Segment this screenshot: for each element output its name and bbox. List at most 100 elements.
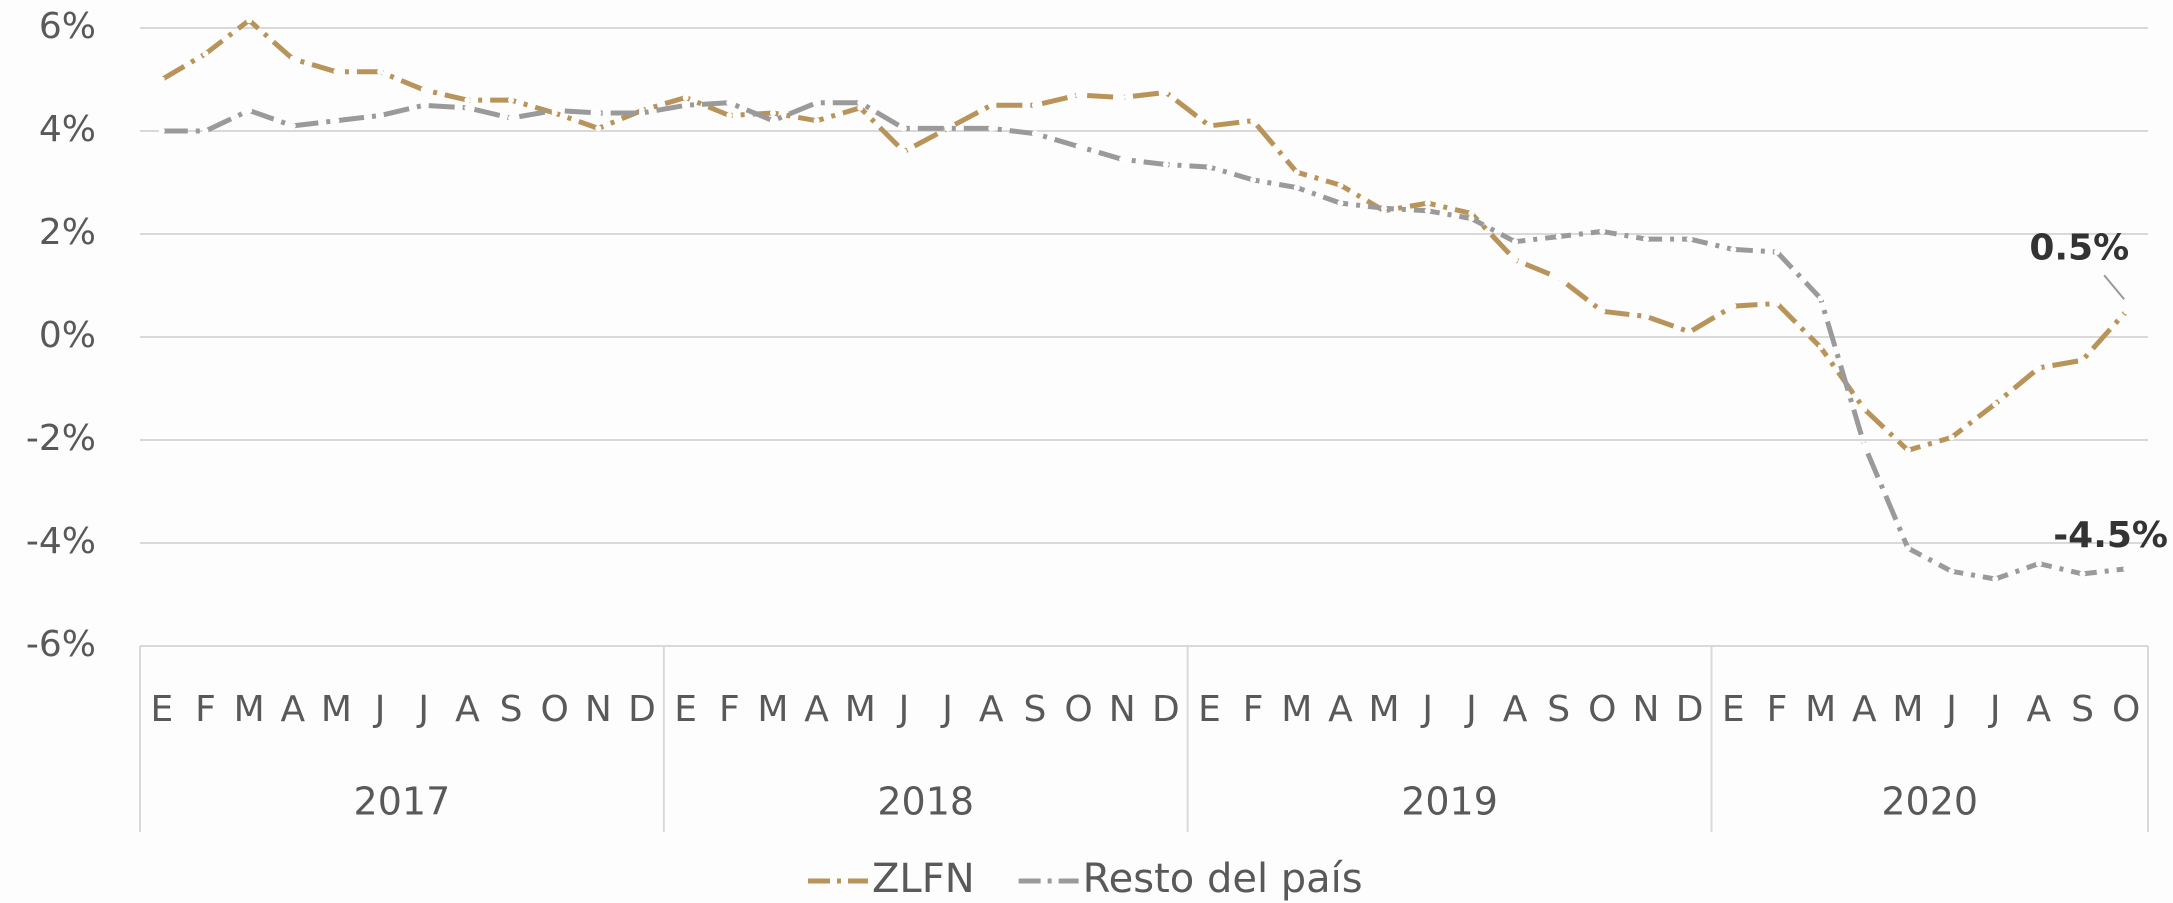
x-tick-label: D: [628, 689, 656, 730]
series-point: [1643, 313, 1649, 320]
x-tick-label: A: [1503, 689, 1528, 730]
x-tick-label: M: [321, 689, 352, 730]
series-point: [508, 97, 515, 104]
series-point: [857, 99, 864, 106]
series-point: [2035, 560, 2042, 567]
series-point: [289, 55, 296, 62]
x-tick-label: E: [674, 689, 697, 730]
series-point: [988, 125, 995, 132]
x-tick-label: E: [150, 689, 173, 730]
year-label: 2018: [877, 780, 974, 824]
series-point: [246, 17, 253, 24]
series-point: [508, 115, 515, 122]
x-tick-label: E: [1198, 689, 1221, 730]
x-tick-label: A: [1852, 689, 1877, 730]
x-tick-label: J: [1988, 689, 2001, 730]
series-point: [944, 125, 951, 132]
x-tick-label: N: [585, 689, 612, 730]
series-point: [1686, 236, 1693, 243]
series-point: [769, 109, 776, 116]
series-point: [726, 112, 733, 119]
x-tick-label: A: [280, 689, 305, 730]
x-tick-label: F: [1243, 689, 1264, 730]
series-point: [1555, 274, 1562, 281]
x-tick-label: O: [1064, 689, 1092, 730]
series-point: [1031, 102, 1038, 109]
series-point: [1948, 434, 1955, 441]
series-point: [1555, 233, 1562, 240]
x-tick-label: F: [1767, 689, 1788, 730]
series-point: [464, 97, 471, 104]
series-point: [900, 148, 907, 155]
x-tick-label: A: [2027, 689, 2052, 730]
x-tick-label: N: [1633, 689, 1660, 730]
series-point: [420, 102, 427, 109]
series-point: [1424, 207, 1431, 214]
year-label: 2019: [1401, 780, 1498, 824]
series-point: [813, 117, 820, 124]
series-point: [1075, 91, 1082, 98]
series-point: [289, 122, 296, 129]
series-point: [857, 104, 864, 111]
x-tick-label: J: [1420, 689, 1433, 730]
leader-line: [2103, 274, 2125, 300]
x-tick-label: M: [757, 689, 788, 730]
series-point: [158, 76, 165, 83]
series-point: [1643, 236, 1649, 243]
series-point: [2123, 565, 2130, 572]
series-point: [639, 109, 645, 116]
x-tick-label: D: [1676, 689, 1704, 730]
series-point: [1293, 184, 1300, 191]
x-tick-label: O: [541, 689, 569, 730]
series-point: [1512, 238, 1519, 245]
series-point: [1250, 117, 1257, 124]
series-point: [1250, 176, 1257, 183]
x-tick-label: J: [897, 689, 910, 730]
x-tick-label: M: [1892, 689, 1923, 730]
series-point: [377, 68, 384, 75]
series-point: [1948, 568, 1955, 575]
legend-label: ZLFN: [872, 856, 975, 902]
series-point: [1904, 545, 1911, 552]
series-point: [1730, 246, 1737, 253]
series-point: [1686, 328, 1693, 335]
x-tick-label: E: [1722, 689, 1745, 730]
series-point: [1730, 303, 1737, 310]
x-tick-label: S: [1547, 689, 1570, 730]
series-point: [246, 107, 253, 114]
x-tick-label: A: [1328, 689, 1353, 730]
series-point: [813, 99, 820, 106]
series-point: [202, 50, 209, 57]
x-tick-label: F: [195, 689, 216, 730]
series-point: [1162, 161, 1169, 168]
x-tick-label: A: [979, 689, 1004, 730]
x-tick-label: M: [1281, 689, 1312, 730]
x-tick-label: J: [1464, 689, 1477, 730]
series-point: [726, 99, 733, 106]
y-tick-label: 6%: [39, 6, 96, 47]
series-point: [1381, 205, 1388, 212]
y-tick-label: 4%: [39, 109, 96, 150]
series-point: [1599, 228, 1606, 235]
series-line: [160, 17, 2129, 453]
series-point: [1817, 344, 1824, 351]
series-point: [1337, 200, 1344, 207]
y-tick-label: 2%: [39, 212, 96, 253]
series-point: [988, 102, 995, 109]
x-tick-label: J: [373, 689, 386, 730]
series-point: [1992, 576, 1999, 583]
series-point: [682, 94, 689, 101]
data-label: 0.5%: [2029, 227, 2129, 268]
series-point: [1075, 143, 1082, 150]
series-point: [333, 117, 340, 124]
series-point: [595, 109, 602, 116]
series-line: [161, 100, 2127, 582]
series-point: [158, 128, 165, 134]
x-tick-label: D: [1152, 689, 1180, 730]
series-point: [1773, 249, 1780, 256]
y-tick-label: -6%: [26, 624, 96, 665]
series-point: [202, 128, 209, 134]
series-point: [900, 125, 907, 132]
series-point: [1119, 94, 1126, 101]
series-point: [1162, 89, 1169, 96]
